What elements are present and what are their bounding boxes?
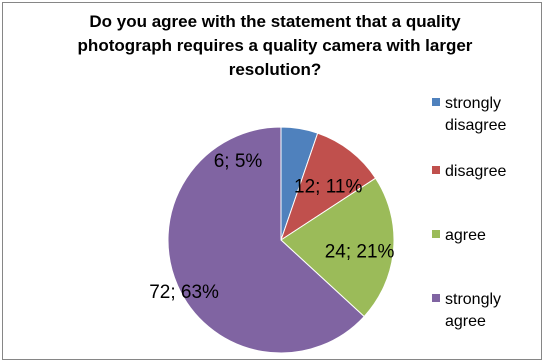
legend-swatch-agree — [432, 230, 440, 238]
legend-label-disagree: disagree — [445, 163, 506, 180]
data-label-strongly-disagree: 6; 5% — [214, 151, 263, 172]
legend-swatch-strongly-agree — [432, 294, 440, 302]
data-label-strongly-agree: 72; 63% — [149, 282, 219, 303]
legend-label-strongly-agree: strongly agree — [445, 291, 501, 330]
legend-label-agree: agree — [445, 227, 486, 244]
legend-label-strongly-disagree: strongly disagree — [445, 95, 506, 134]
data-label-disagree: 12; 11% — [294, 176, 362, 197]
chart-title: Do you agree with the statement that a q… — [77, 12, 473, 79]
pie-slice-disagree — [280, 132, 377, 242]
data-label-agree: 24; 21% — [325, 241, 395, 262]
pie-slice-strongly-agree — [167, 126, 365, 354]
legend-swatch-strongly-disagree — [432, 98, 440, 106]
legend-swatch-disagree — [432, 166, 440, 174]
pie-slice-agree — [280, 177, 395, 318]
